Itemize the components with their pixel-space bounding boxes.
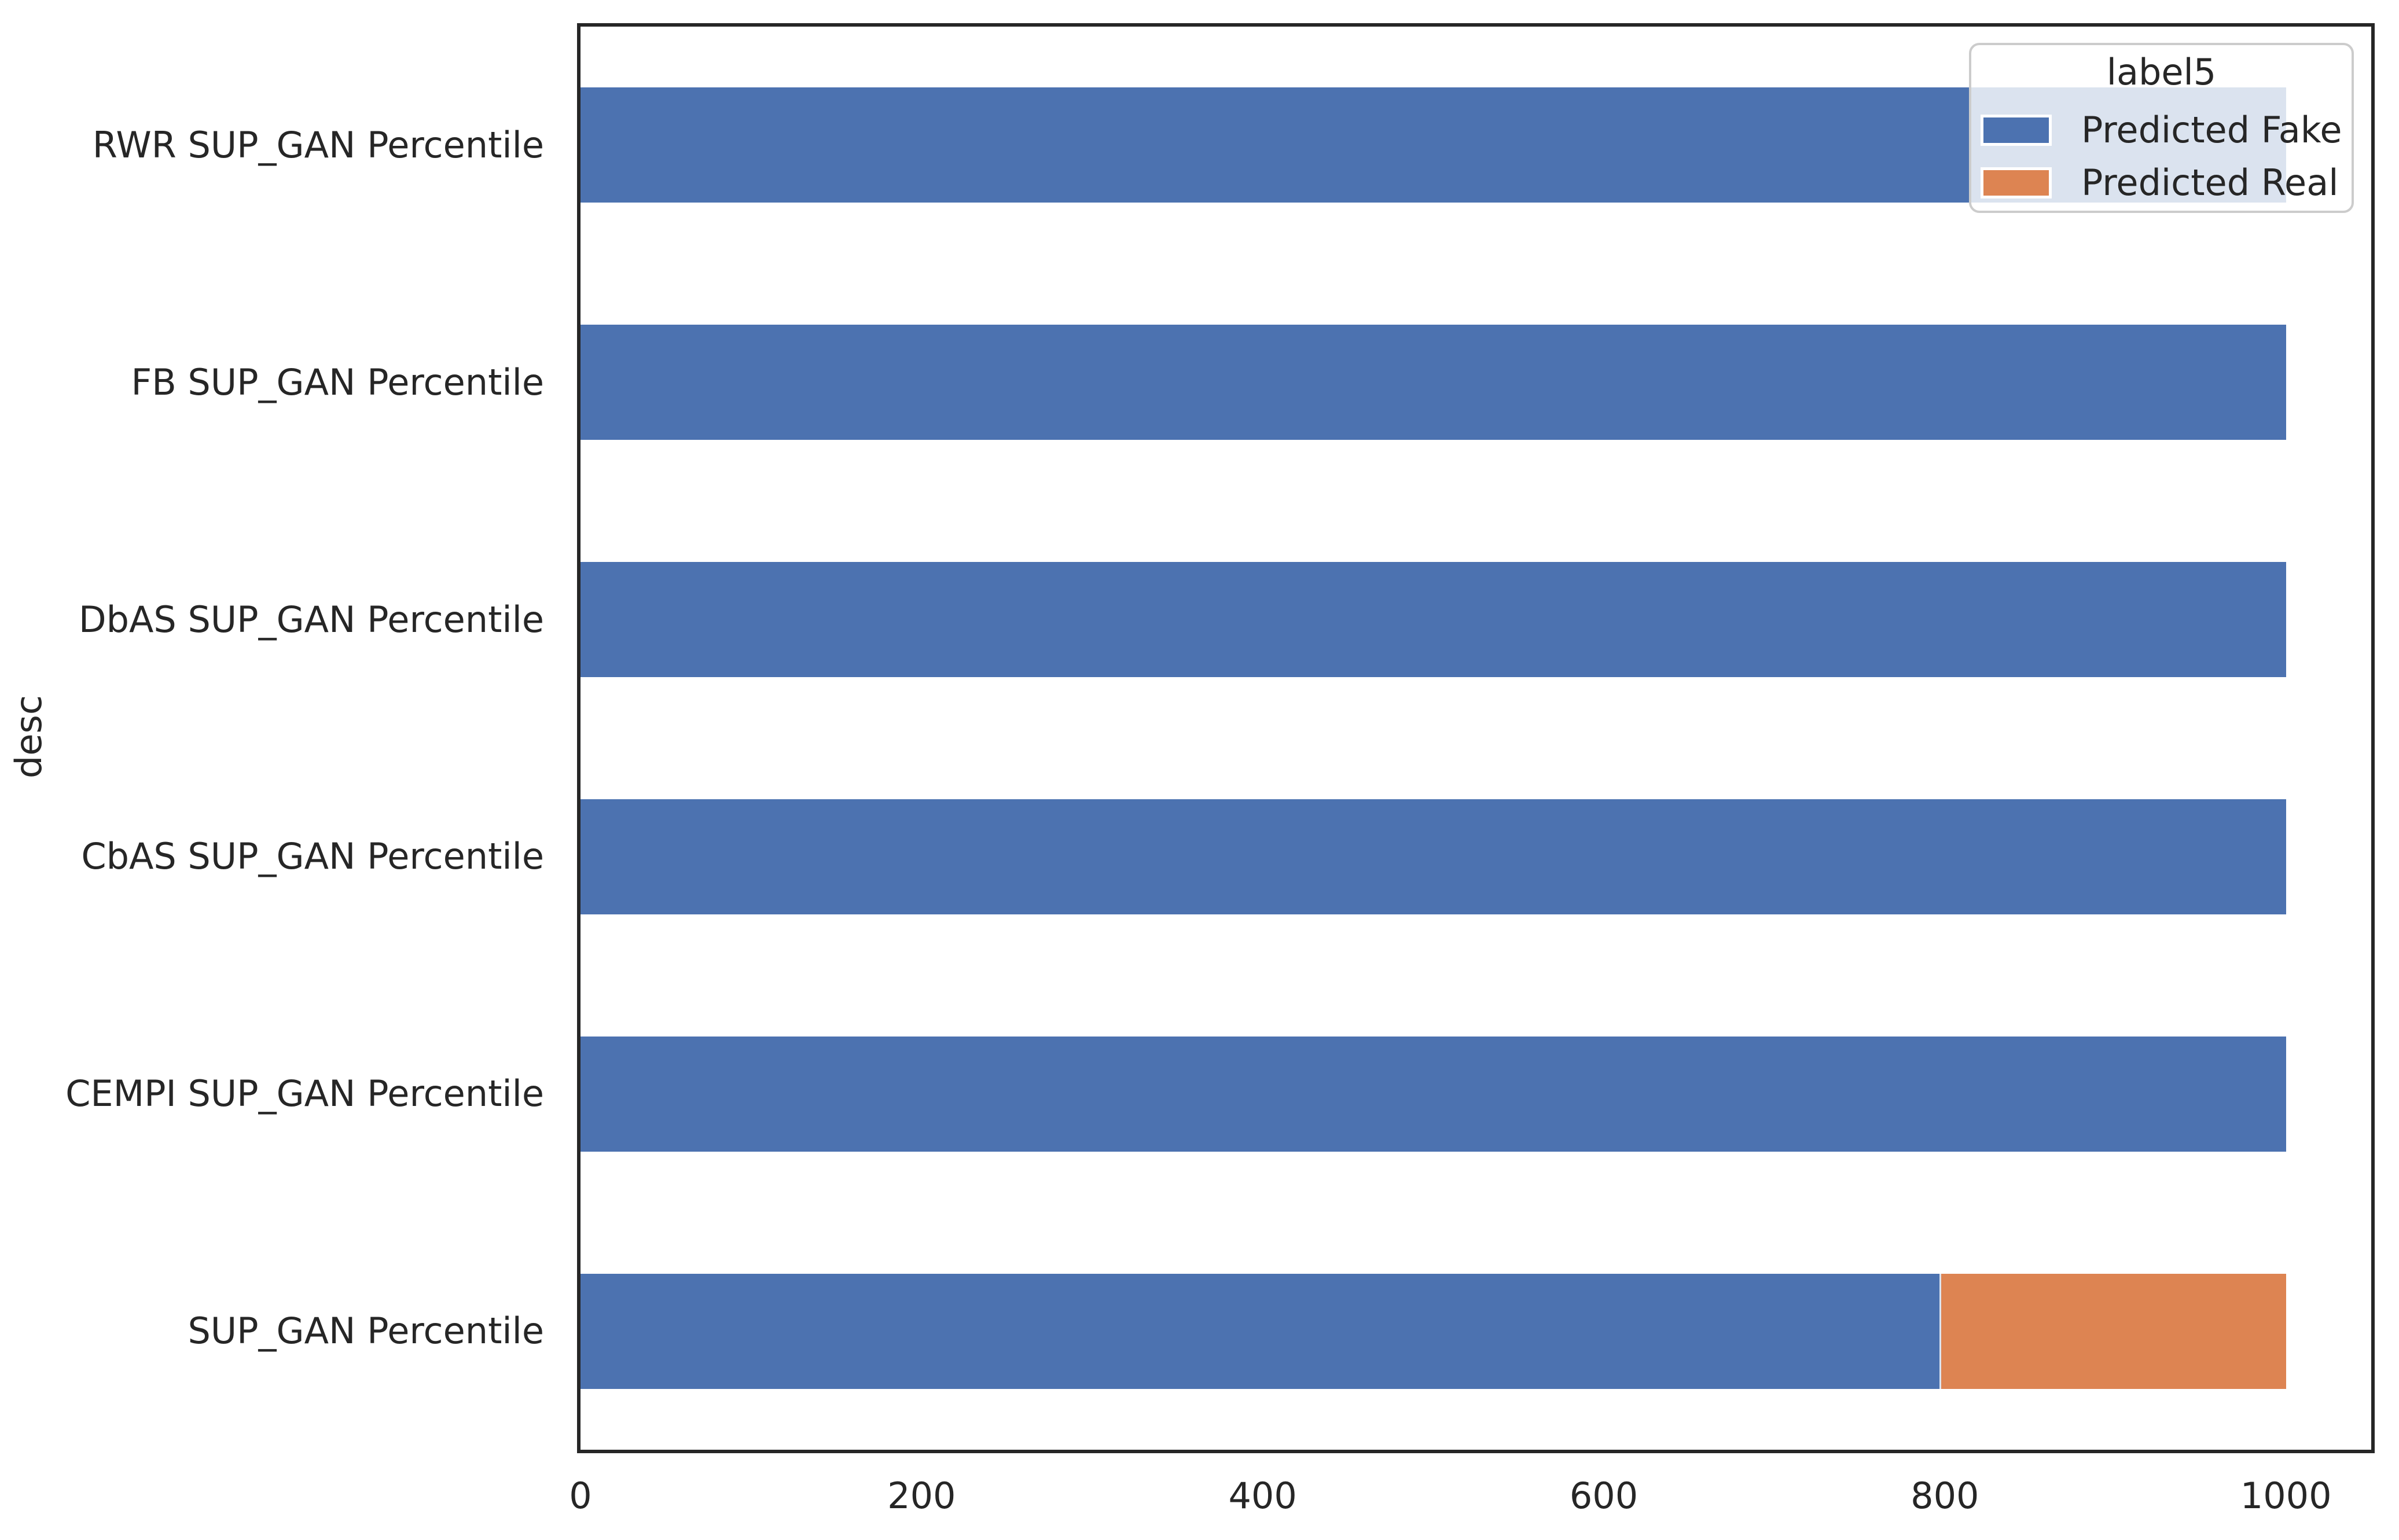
legend-swatch-predicted-real <box>1981 167 2052 199</box>
bar-segment-predicted-fake-sup-gan-percentile <box>581 1273 1940 1389</box>
bar-segment-predicted-fake-dbas-sup-gan-percentile <box>581 562 2286 678</box>
legend-swatch-predicted-fake <box>1981 115 2052 146</box>
y-tick-label-fb-sup-gan-percentile: FB SUP_GAN Percentile <box>131 361 544 403</box>
x-tick-label-1000: 1000 <box>2240 1475 2332 1517</box>
y-tick-label-sup-gan-percentile: SUP_GAN Percentile <box>188 1310 544 1352</box>
x-tick-label-800: 800 <box>1911 1475 1979 1517</box>
x-tick-label-400: 400 <box>1228 1475 1297 1517</box>
y-tick-label-cbas-sup-gan-percentile: CbAS SUP_GAN Percentile <box>81 835 544 878</box>
y-tick-label-rwr-sup-gan-percentile: RWR SUP_GAN Percentile <box>92 123 544 166</box>
bar-segment-predicted-real-sup-gan-percentile <box>1939 1273 2286 1389</box>
x-tick-label-200: 200 <box>887 1475 956 1517</box>
bar-segment-predicted-fake-cbas-sup-gan-percentile <box>581 799 2286 914</box>
bar-segment-predicted-fake-fb-sup-gan-percentile <box>581 325 2286 440</box>
y-tick-label-cempi-sup-gan-percentile: CEMPI SUP_GAN Percentile <box>65 1072 544 1115</box>
legend-entry-predicted-fake: Predicted Fake <box>1981 111 2347 149</box>
x-tick-label-600: 600 <box>1569 1475 1638 1517</box>
y-tick-label-dbas-sup-gan-percentile: DbAS SUP_GAN Percentile <box>78 598 544 641</box>
bar-segment-predicted-fake-cempi-sup-gan-percentile <box>581 1036 2286 1152</box>
legend: label5 Predicted Fake Predicted Real <box>1969 43 2354 213</box>
legend-title: label5 <box>2106 51 2217 93</box>
legend-label-predicted-real: Predicted Real <box>2081 161 2339 204</box>
x-tick-label-0: 0 <box>569 1475 592 1517</box>
legend-entry-predicted-real: Predicted Real <box>1981 161 2347 204</box>
legend-label-predicted-fake: Predicted Fake <box>2081 109 2342 151</box>
plot-area <box>577 23 2375 1453</box>
y-axis-title: desc <box>8 695 50 778</box>
